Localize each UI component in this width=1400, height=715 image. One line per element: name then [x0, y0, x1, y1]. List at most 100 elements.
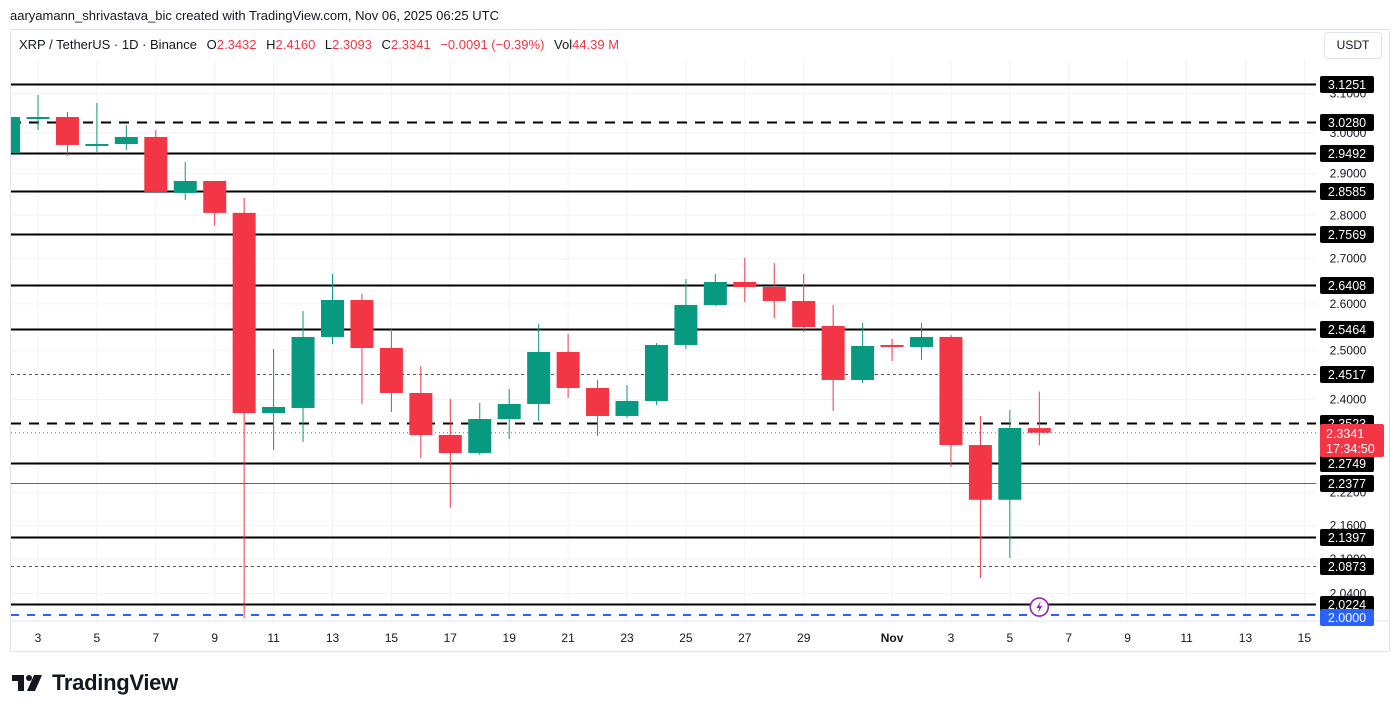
candle[interactable] [910, 323, 933, 360]
candle[interactable] [821, 304, 845, 411]
date-axis-tick: 13 [1239, 631, 1253, 645]
candle[interactable] [55, 112, 79, 156]
date-axis-tick: 3 [35, 631, 42, 645]
candle[interactable] [203, 180, 227, 226]
date-axis-tick: 17 [444, 631, 458, 645]
candle[interactable] [880, 338, 904, 361]
candle[interactable] [468, 402, 492, 456]
svg-text:2.0224: 2.0224 [1328, 598, 1366, 612]
price-axis-tick: 2.6000 [1330, 297, 1367, 311]
date-axis-tick: 19 [503, 631, 517, 645]
candle[interactable] [586, 379, 610, 436]
candle[interactable] [762, 262, 786, 318]
tradingview-logo[interactable]: TradingView [12, 670, 178, 696]
svg-text:2.0873: 2.0873 [1328, 560, 1366, 574]
date-axis-tick: 5 [1007, 631, 1014, 645]
candle[interactable] [321, 273, 344, 344]
candle[interactable] [556, 333, 580, 398]
svg-text:2.5464: 2.5464 [1328, 323, 1366, 337]
candle[interactable] [350, 293, 374, 404]
candle[interactable] [0, 116, 21, 153]
price-level-label: 2.2377 [1320, 475, 1374, 492]
svg-text:2.7569: 2.7569 [1328, 228, 1366, 242]
date-axis-tick: 15 [385, 631, 399, 645]
candle[interactable] [851, 323, 875, 383]
candle[interactable] [615, 384, 639, 418]
price-level-label: 2.0224 [1320, 596, 1374, 613]
price-level-label: 3.0280 [1320, 114, 1374, 131]
svg-text:2.2749: 2.2749 [1328, 457, 1366, 471]
candle[interactable] [144, 129, 168, 192]
candle[interactable] [998, 409, 1022, 559]
candle[interactable] [968, 415, 992, 579]
svg-text:2.2377: 2.2377 [1328, 477, 1366, 491]
candle[interactable] [114, 124, 138, 150]
svg-text:2.9492: 2.9492 [1328, 147, 1366, 161]
candle[interactable] [291, 310, 315, 442]
candle[interactable] [379, 329, 403, 412]
price-axis-tick: 2.1600 [1330, 518, 1367, 532]
candle[interactable] [733, 257, 757, 302]
close-label: C [381, 37, 391, 52]
price-axis-tick: 2.7000 [1330, 252, 1367, 266]
change-value: −0.0091 (−0.39%) [440, 37, 545, 52]
volume-label: Vol [554, 37, 573, 52]
symbol-name[interactable]: XRP / TetherUS · 1D · Binance [19, 37, 197, 52]
price-level-label: 2.4517 [1320, 366, 1374, 383]
high-label: H [266, 37, 276, 52]
svg-text:3.0280: 3.0280 [1328, 116, 1366, 130]
close-value: 2.3341 [390, 37, 431, 52]
price-level-label: 2.5464 [1320, 321, 1374, 338]
open-label: O [206, 37, 217, 52]
date-axis-tick: 25 [679, 631, 693, 645]
svg-text:3.1251: 3.1251 [1328, 78, 1366, 92]
low-value: 2.3093 [332, 37, 372, 52]
candle[interactable] [232, 197, 256, 619]
date-axis-tick: 9 [1124, 631, 1131, 645]
price-level-label: 2.2749 [1320, 455, 1374, 472]
candle[interactable] [26, 94, 50, 130]
candle[interactable] [644, 342, 668, 405]
candle[interactable] [262, 348, 286, 451]
price-axis-tick: 2.9000 [1330, 166, 1367, 180]
candle[interactable] [527, 323, 551, 421]
date-axis-tick: 27 [738, 631, 752, 645]
date-axis-tick: 5 [94, 631, 101, 645]
candle[interactable] [438, 398, 462, 508]
date-axis-tick: 11 [1180, 631, 1193, 645]
price-axis-tick: 2.5000 [1330, 344, 1367, 358]
candle[interactable] [173, 161, 197, 200]
svg-text:2.6408: 2.6408 [1328, 279, 1366, 293]
candle[interactable] [497, 388, 521, 440]
price-level-label: 2.6408 [1320, 277, 1374, 294]
lightning-alert-icon[interactable] [1029, 597, 1050, 617]
candle[interactable] [409, 365, 433, 458]
symbol-legend: XRP / TetherUS · 1D · Binance O2.3432 H2… [19, 37, 619, 52]
candle[interactable] [939, 334, 963, 467]
currency-button[interactable]: USDT [1324, 32, 1382, 59]
svg-text:17:34:50: 17:34:50 [1326, 442, 1375, 456]
plot-area[interactable] [0, 60, 1316, 620]
date-axis-tick: 7 [1065, 631, 1072, 645]
candle[interactable] [85, 103, 109, 152]
chart-frame [10, 29, 1390, 652]
high-value: 2.4160 [275, 37, 316, 52]
date-axis-tick: 21 [561, 631, 575, 645]
price-level-label: 2.0873 [1320, 558, 1374, 575]
tradingview-logo-icon [12, 675, 42, 691]
date-axis-tick: 7 [152, 631, 159, 645]
brand-name: TradingView [52, 670, 178, 695]
candle[interactable] [703, 273, 727, 306]
price-level-label: 2.7569 [1320, 226, 1374, 243]
svg-text:2.0000: 2.0000 [1328, 611, 1366, 625]
date-axis-tick: 23 [620, 631, 634, 645]
svg-text:2.4517: 2.4517 [1328, 368, 1366, 382]
volume-value: 44.39 M [572, 37, 620, 52]
chart-caption: aaryamann_shrivastava_bic created with T… [10, 8, 499, 23]
candle[interactable] [792, 273, 816, 332]
date-axis-tick: 11 [267, 631, 280, 645]
candle[interactable] [1027, 391, 1051, 446]
candle[interactable] [674, 278, 698, 349]
